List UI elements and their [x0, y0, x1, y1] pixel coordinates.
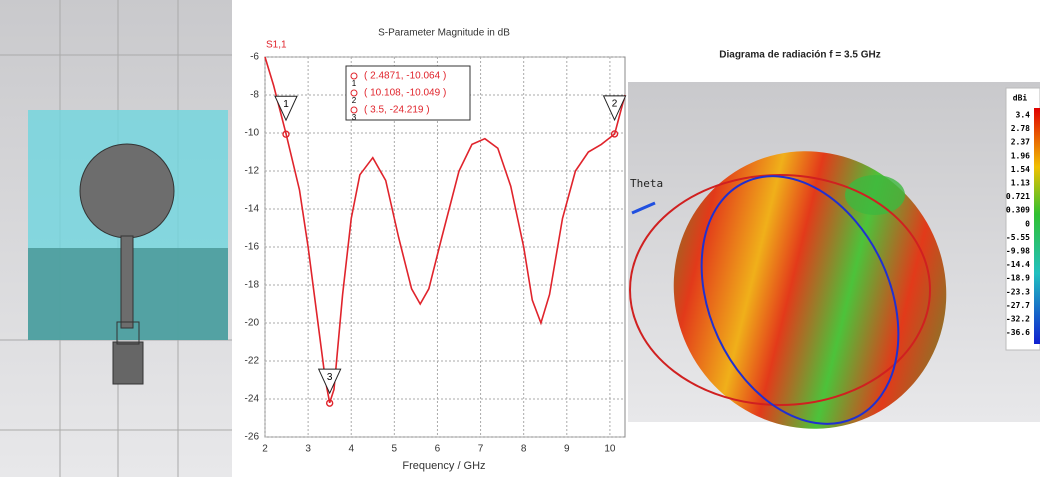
- y-tick-label: -16: [245, 242, 260, 253]
- x-tick-label: 9: [564, 444, 570, 455]
- x-tick-label: 7: [478, 444, 484, 455]
- scale-label: 0: [1025, 219, 1030, 228]
- y-tick-label: -24: [245, 394, 260, 405]
- scale-label: -23.3: [1006, 287, 1030, 296]
- y-tick-label: -20: [245, 318, 260, 329]
- y-tick-label: -14: [245, 204, 260, 215]
- scale-unit: dBi: [1013, 93, 1028, 103]
- legend-marker-label: 2: [352, 96, 357, 105]
- y-tick-label: -6: [250, 52, 259, 63]
- scale-label: 2.37: [1011, 138, 1030, 147]
- x-tick-label: 8: [521, 444, 527, 455]
- x-axis-label: Frequency / GHz: [402, 460, 485, 472]
- scale-label: 0.309: [1006, 206, 1030, 215]
- x-tick-label: 6: [435, 444, 441, 455]
- x-tick-label: 3: [305, 444, 311, 455]
- x-tick-label: 2: [262, 444, 268, 455]
- antenna-model: [0, 0, 232, 477]
- axis-label: Theta: [630, 177, 663, 190]
- marker-label: 1: [283, 99, 289, 110]
- y-tick-label: -26: [245, 432, 260, 443]
- y-tick-label: -8: [250, 90, 259, 101]
- radiation-pattern: Diagrama de radiación f = 3.5 GHz Theta …: [623, 50, 1040, 477]
- scale-label: -9.98: [1006, 247, 1030, 256]
- scale-label: 3.4: [1016, 111, 1031, 120]
- marker-readout: ( 3.5, -24.219 ): [364, 105, 430, 116]
- legend-marker-label: 1: [352, 79, 357, 88]
- scale-label: -36.6: [1006, 328, 1030, 337]
- s-parameter-chart: S-Parameter Magnitude in dB Frequency / …: [245, 28, 626, 472]
- scale-label: -27.7: [1006, 301, 1030, 310]
- x-tick-label: 4: [348, 444, 354, 455]
- scale-label: 1.13: [1011, 179, 1030, 188]
- series-name: S1,1: [266, 40, 287, 51]
- marker-label: 2: [612, 99, 618, 110]
- pattern-title: Diagrama de radiación f = 3.5 GHz: [719, 50, 880, 61]
- figure: S-Parameter Magnitude in dB Frequency / …: [0, 0, 1040, 477]
- scale-label: -32.2: [1006, 315, 1030, 324]
- scale-label: -5.55: [1006, 233, 1030, 242]
- x-tick-label: 5: [392, 444, 398, 455]
- marker-readout: ( 10.108, -10.049 ): [364, 88, 446, 99]
- scale-label: 1.54: [1011, 165, 1030, 174]
- scale-label: -14.4: [1006, 260, 1030, 269]
- chart-title: S-Parameter Magnitude in dB: [378, 28, 510, 39]
- y-tick-label: -22: [245, 356, 260, 367]
- x-tick-label: 10: [604, 444, 616, 455]
- marker-readout: ( 2.4871, -10.064 ): [364, 71, 446, 82]
- y-tick-label: -10: [245, 128, 260, 139]
- y-tick-label: -12: [245, 166, 260, 177]
- scale-label: 1.96: [1011, 151, 1030, 160]
- marker-label: 3: [327, 372, 333, 383]
- scale-label: 0.721: [1006, 192, 1030, 201]
- scale-label: -18.9: [1006, 274, 1030, 283]
- scale-label: 2.78: [1011, 124, 1030, 133]
- y-tick-label: -18: [245, 280, 260, 291]
- legend-marker-label: 3: [352, 113, 357, 122]
